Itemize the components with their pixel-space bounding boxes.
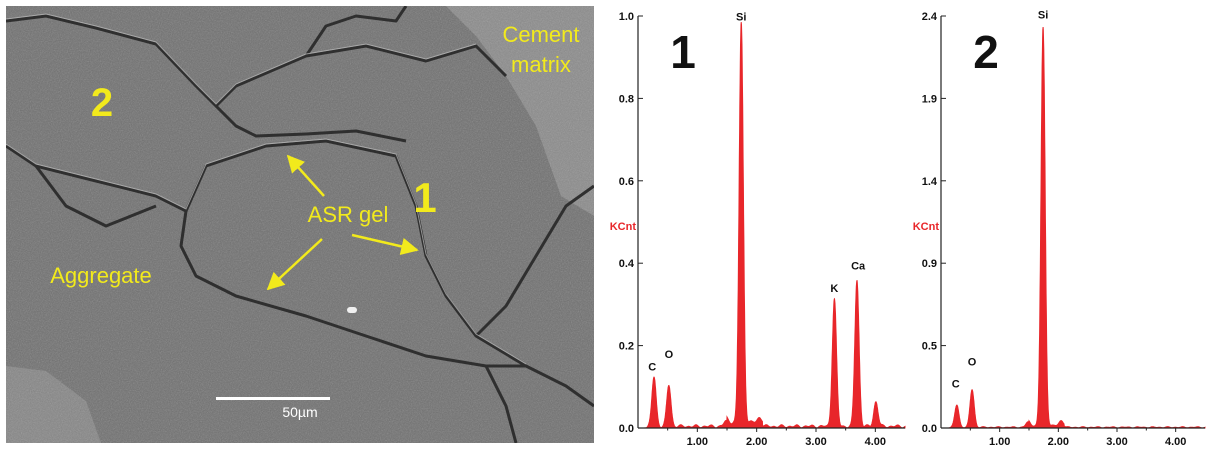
panel-label-1: 1: [670, 26, 696, 78]
label-region-1: 1: [413, 174, 436, 221]
peak-label-2-1: O: [968, 356, 977, 368]
scale-bar-label: 50µm: [282, 404, 317, 420]
y-tick-label-1-1: 0.2: [619, 341, 634, 353]
arrow-to-top-gel: [286, 154, 325, 197]
label-aggregate: Aggregate: [50, 263, 152, 288]
sem-micrograph: Cement matrix 2 1 ASR gel Aggregate 50µm: [6, 6, 594, 443]
label-asr-gel: ASR gel: [308, 202, 389, 227]
y-tick-label-2-5: 2.4: [922, 11, 938, 23]
peak-label-1-1: O: [665, 349, 674, 361]
arrow-to-left-gel: [266, 238, 323, 291]
y-tick-label-2-0: 0.0: [922, 423, 937, 435]
peak-label-2-0: C: [952, 379, 960, 391]
label-cement-matrix-line2: matrix: [511, 52, 571, 77]
asr-gel-arrows: [266, 154, 419, 291]
x-tick-label-1-1: 2.00: [746, 436, 767, 448]
y-tick-label-2-4: 1.9: [922, 93, 937, 105]
spectrum-area-1: [644, 22, 906, 429]
y-tick-label-1-5: 1.0: [619, 11, 634, 23]
x-tick-label-2-0: 1.00: [989, 436, 1010, 448]
particle: [347, 307, 357, 313]
x-tick-label-1-2: 3.00: [805, 436, 826, 448]
x-tick-label-2-1: 2.00: [1048, 436, 1069, 448]
peak-label-1-3: K: [830, 283, 838, 295]
x-tick-label-1-0: 1.00: [687, 436, 708, 448]
eds-spectrum-2: 0.0 0.5 0.9 1.4 1.9 2.4 1.00 2.00 3.00 4.00 KCnt 2 C…: [913, 10, 1206, 448]
arrow-to-right-gel: [351, 233, 419, 255]
y-tick-label-1-3: 0.6: [619, 176, 634, 188]
y-tick-label-1-2: 0.4: [619, 258, 635, 270]
y-axis-label-2: KCnt: [913, 221, 940, 233]
x-tick-label-2-2: 3.00: [1106, 436, 1127, 448]
y-tick-label-1-4: 0.8: [619, 93, 634, 105]
peak-label-1-2: Si: [736, 11, 746, 23]
x-tick-label-2-3: 4.00: [1165, 436, 1186, 448]
label-cement-matrix-line1: Cement: [502, 22, 579, 47]
eds-spectrum-1: 0.0 0.2 0.4 0.6 0.8 1.0 1.00 2.00 3.00 4.00 KCnt 1 C…: [610, 11, 906, 448]
y-tick-label-2-1: 0.5: [922, 341, 937, 353]
label-region-2: 2: [91, 81, 113, 125]
panel-label-2: 2: [973, 26, 999, 78]
peak-label-1-0: C: [648, 362, 656, 374]
x-tick-label-1-3: 4.00: [865, 436, 886, 448]
y-tick-label-1-0: 0.0: [619, 423, 634, 435]
peak-label-2-2: Si: [1038, 10, 1048, 22]
spectrum-area-2: [948, 27, 1206, 429]
y-tick-label-2-3: 1.4: [922, 176, 938, 188]
peak-label-1-4: Ca: [851, 261, 866, 273]
y-axis-label-1: KCnt: [610, 221, 637, 233]
y-tick-label-2-2: 0.9: [922, 258, 937, 270]
crack-network: [6, 6, 594, 443]
scale-bar: [216, 397, 330, 400]
